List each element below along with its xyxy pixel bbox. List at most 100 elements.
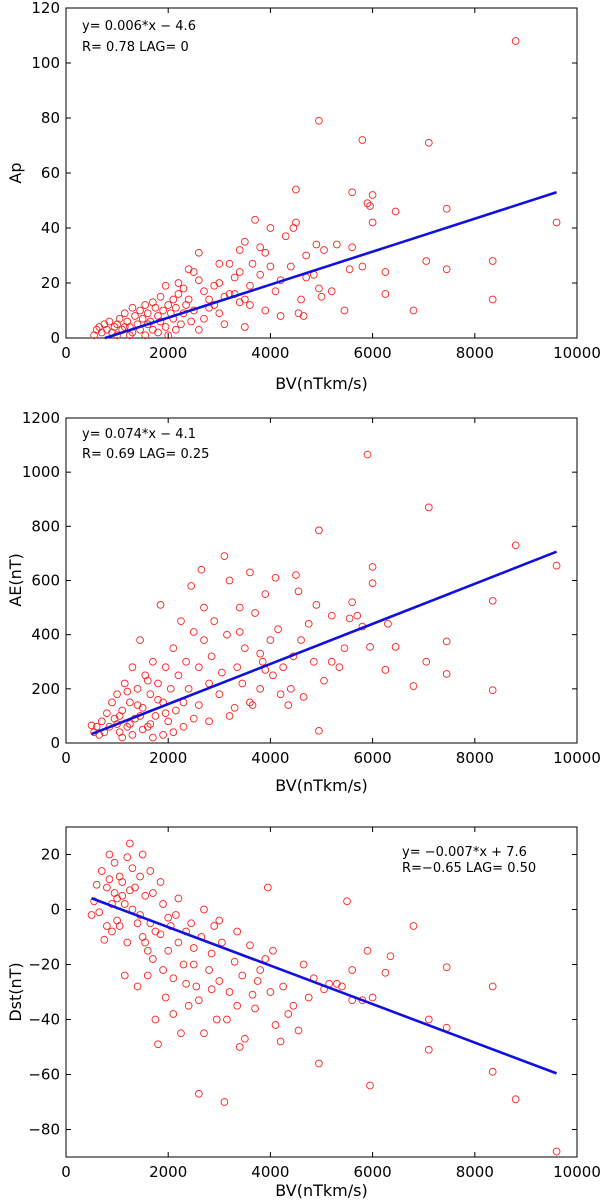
data-point xyxy=(179,284,188,293)
data-point xyxy=(345,614,354,623)
data-point xyxy=(172,911,180,919)
data-point xyxy=(488,1067,497,1076)
data-point xyxy=(256,243,265,252)
data-point xyxy=(248,259,257,268)
data-point xyxy=(220,320,229,329)
data-point xyxy=(172,303,180,312)
data-point xyxy=(241,644,249,653)
y-tick-label: 0 xyxy=(50,734,60,752)
y-axis-label: Dst(nT) xyxy=(6,962,25,1021)
data-point xyxy=(256,649,265,658)
data-point xyxy=(126,331,134,340)
data-point xyxy=(87,911,96,919)
data-point xyxy=(409,682,418,690)
data-point xyxy=(304,619,313,628)
data-point xyxy=(179,960,188,969)
data-point xyxy=(200,314,208,323)
data-point xyxy=(113,320,121,329)
data-point xyxy=(299,693,308,701)
data-point xyxy=(235,603,244,612)
data-point xyxy=(143,676,152,685)
data-point xyxy=(192,982,201,991)
data-point xyxy=(207,949,216,958)
data-point xyxy=(187,919,196,928)
data-point xyxy=(207,985,216,994)
data-point xyxy=(184,684,193,693)
data-point xyxy=(312,240,321,249)
data-point xyxy=(315,284,323,293)
data-point xyxy=(340,644,349,653)
data-point xyxy=(177,320,185,329)
data-point xyxy=(123,938,132,947)
data-point xyxy=(195,325,203,334)
data-point xyxy=(230,703,239,712)
data-point xyxy=(151,1015,160,1024)
data-point xyxy=(177,617,185,625)
data-point xyxy=(143,946,152,955)
data-point xyxy=(133,701,142,709)
data-point xyxy=(366,643,374,651)
data-point xyxy=(195,1089,203,1098)
data-point xyxy=(87,721,96,730)
chart-ap: 0 2000 4000 6000 8000 10000 0 20 40 60 80 100 120 y=… xyxy=(6,0,600,393)
data-point xyxy=(289,1001,298,1010)
data-point xyxy=(422,657,431,666)
data-point xyxy=(187,317,196,326)
data-point xyxy=(146,720,155,728)
data-point xyxy=(182,979,190,988)
data-point xyxy=(169,1010,178,1018)
data-point xyxy=(205,295,213,304)
y-axis-label: Ap xyxy=(6,162,25,183)
data-point xyxy=(225,712,234,720)
data-point xyxy=(261,306,270,315)
x-tick-label: 4000 xyxy=(251,1163,289,1181)
data-point xyxy=(511,1095,520,1104)
data-point xyxy=(381,968,390,977)
data-point xyxy=(128,731,137,739)
data-point xyxy=(126,839,134,848)
data-point xyxy=(141,891,150,900)
data-point xyxy=(263,883,272,892)
fit-line xyxy=(91,550,558,736)
fit-stats: R= 0.69 LAG= 0.25 xyxy=(82,447,209,462)
data-point xyxy=(118,891,127,900)
data-point xyxy=(120,679,129,688)
data-point xyxy=(128,663,137,672)
data-point xyxy=(409,922,418,930)
data-point xyxy=(149,955,157,963)
data-point xyxy=(246,568,254,577)
data-point xyxy=(215,309,224,318)
data-point xyxy=(105,850,114,859)
x-tick-label: 0 xyxy=(61,749,71,767)
data-point xyxy=(363,946,372,955)
data-point xyxy=(95,323,104,331)
data-point xyxy=(391,207,400,216)
data-point xyxy=(343,897,351,906)
data-point xyxy=(340,306,349,315)
data-point xyxy=(200,287,208,296)
plot-frame xyxy=(65,417,578,744)
data-point xyxy=(230,273,239,282)
data-point xyxy=(368,218,377,227)
data-point xyxy=(488,686,497,695)
data-point xyxy=(292,571,300,579)
data-point xyxy=(424,503,433,512)
data-point xyxy=(220,552,229,560)
data-point xyxy=(205,966,213,974)
data-point xyxy=(169,728,178,737)
data-point xyxy=(251,215,259,224)
data-point xyxy=(177,1029,185,1038)
x-tick-label: 4000 xyxy=(251,344,289,362)
data-point xyxy=(95,908,104,917)
data-point xyxy=(241,1034,249,1043)
data-point xyxy=(92,880,101,889)
y-tick-label: 40 xyxy=(41,219,60,237)
data-point xyxy=(235,268,244,276)
data-point xyxy=(238,679,247,688)
fit-line xyxy=(104,191,557,340)
data-point xyxy=(118,878,127,886)
data-point xyxy=(271,1021,280,1029)
data-point xyxy=(156,878,165,886)
data-point xyxy=(169,644,178,653)
